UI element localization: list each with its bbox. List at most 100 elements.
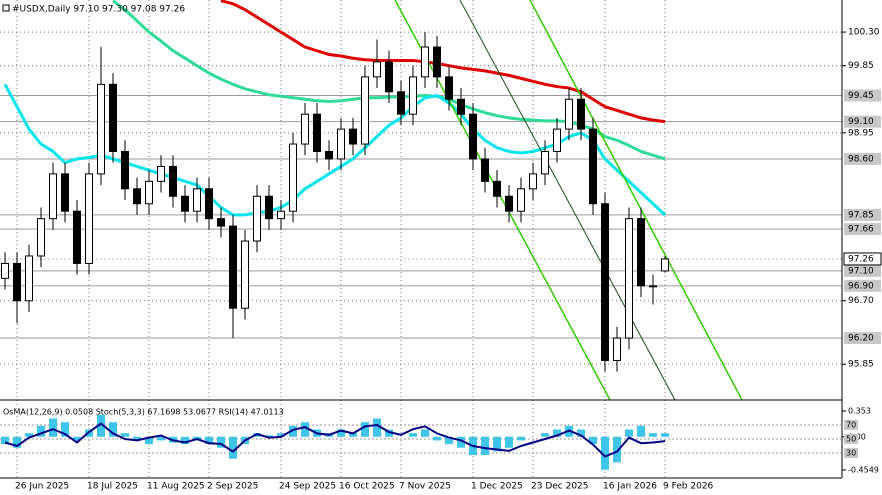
x-tick-label: 18 Jul 2025 [87, 482, 138, 492]
osma-bar [361, 422, 369, 437]
x-tick-label: 26 Jun 2025 [15, 482, 69, 492]
osma-bar [493, 436, 501, 452]
indicator-label: OsMA(12,26,9) 0.0508 Stoch(5,3,3) 67.169… [3, 408, 284, 417]
candle-body [565, 98, 573, 130]
candle-body [229, 225, 237, 309]
x-tick-label: 24 Sep 2025 [279, 482, 336, 492]
level-box [844, 152, 881, 165]
osma-bar [553, 429, 561, 437]
osma-bar [145, 436, 153, 445]
level-label: 99.10 [848, 117, 874, 127]
osma-bar [217, 436, 225, 448]
level-label: 98.60 [848, 154, 874, 164]
channel-line [394, 0, 611, 401]
candle-body [49, 173, 57, 220]
candle-body [13, 262, 21, 302]
candle-body [493, 180, 501, 197]
level-label: 96.90 [848, 281, 874, 291]
candle-body [409, 76, 417, 115]
level-box [844, 89, 881, 102]
osma-bar [73, 436, 81, 441]
channel-line [459, 0, 676, 401]
channels [394, 0, 743, 401]
candle-body [649, 285, 657, 288]
osma-bar [601, 436, 609, 470]
level-box [844, 332, 881, 345]
osma-bar [133, 436, 141, 441]
osma-bar [649, 433, 657, 437]
x-tick-label: 7 Nov 2025 [399, 482, 451, 492]
osma-bar [613, 436, 621, 463]
osma-bar [457, 436, 465, 448]
candle-body [193, 188, 201, 212]
candle-body [169, 165, 177, 197]
candle-body [241, 240, 249, 309]
candle-body [97, 83, 105, 175]
y-tick-label: 30 [846, 449, 856, 458]
candle-body [277, 210, 285, 220]
candle-body [421, 46, 429, 78]
candle-body [313, 113, 321, 152]
moving-average [220, 0, 666, 124]
osma-bar [373, 418, 381, 437]
osma-bar [445, 436, 453, 445]
osma-bar [25, 433, 33, 437]
osma-bar [229, 436, 237, 459]
osma-bar [181, 436, 189, 445]
y-tick-label: 99.85 [848, 61, 874, 71]
osma-bar [289, 425, 297, 437]
candle-body [217, 218, 225, 227]
y-tick-label: 70 [846, 421, 856, 430]
candle-body [373, 61, 381, 78]
candle-body [289, 143, 297, 212]
osma-bar [109, 422, 117, 437]
osma-bar [481, 436, 489, 456]
osma-bar [157, 436, 165, 441]
level-box [844, 208, 881, 221]
candle-body [481, 158, 489, 182]
candle-body [541, 150, 549, 175]
candle-body [469, 113, 477, 160]
osma-bar [301, 422, 309, 437]
osma-bar [505, 436, 513, 448]
candle-body [361, 76, 369, 145]
candle-body [589, 128, 597, 205]
candle-body [157, 165, 165, 182]
y-tick-label: 95.85 [848, 360, 874, 370]
candle-body [577, 98, 585, 130]
y-tick-label: -0.4549 [848, 466, 879, 475]
candle-body [457, 98, 465, 115]
osma-bar [517, 436, 525, 441]
level-label: 96.20 [848, 334, 874, 344]
candle-body [253, 195, 261, 242]
candle-body [61, 173, 69, 212]
candle-body [265, 195, 273, 220]
candle-body [337, 128, 345, 160]
candle-body [145, 180, 153, 205]
y-tick-label: 96.70 [848, 296, 874, 306]
candle-body [637, 218, 645, 287]
candle-body [445, 76, 453, 100]
osma-bar [409, 433, 417, 437]
rsi-line [4, 422, 666, 458]
level-label: 97.10 [848, 266, 874, 276]
osma-bar [205, 436, 213, 445]
osma-bar [661, 433, 669, 437]
osma-bar [577, 429, 585, 437]
candle-body [661, 258, 669, 272]
price-label: 97.26 [848, 254, 874, 264]
osma-bar [385, 429, 393, 437]
x-tick-label: 2 Sep 2025 [207, 482, 258, 492]
candle-body [73, 210, 81, 264]
osma-bar [541, 433, 549, 437]
osma-bar [349, 433, 357, 437]
candle-body [385, 61, 393, 93]
x-tick-label: 9 Feb 2026 [663, 482, 714, 492]
osma-bar [265, 435, 273, 437]
candle-body [1, 262, 9, 279]
level-box [844, 448, 858, 458]
candle-body [181, 195, 189, 212]
candle-body [25, 255, 33, 302]
